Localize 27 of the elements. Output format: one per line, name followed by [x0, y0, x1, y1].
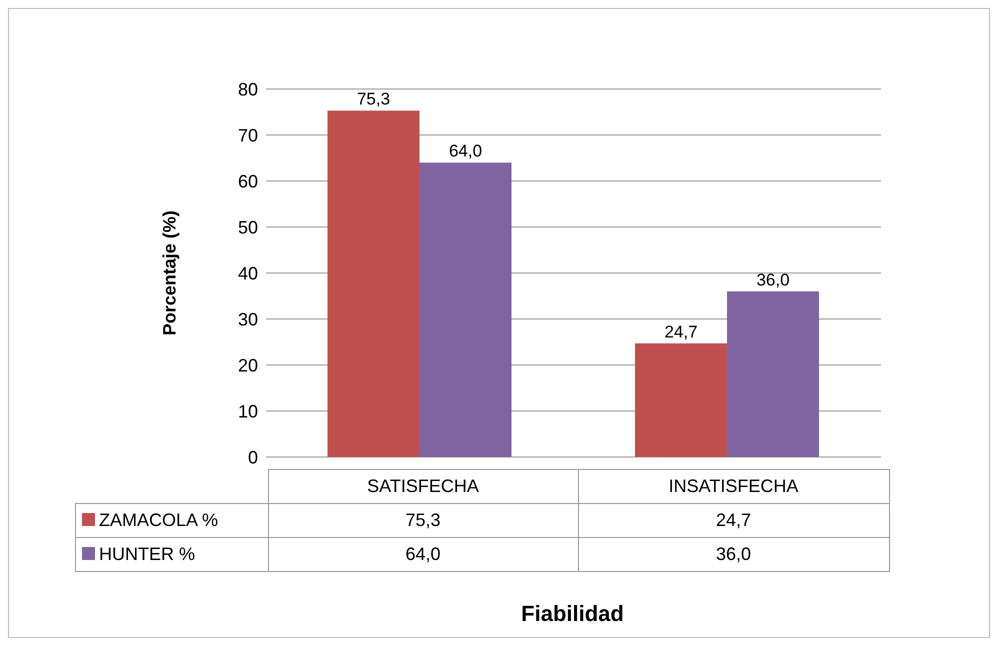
legend-label: ZAMACOLA % [76, 504, 268, 538]
text: 75,3 [356, 90, 390, 109]
y-tick-label: 60 [238, 171, 258, 192]
x-tick-label: INSATISFECHA [578, 470, 889, 504]
y-tick-label: 20 [238, 355, 258, 376]
data-label: 64,0 [268, 538, 578, 572]
x-tick-label: SATISFECHA [268, 470, 578, 504]
bar [328, 110, 420, 457]
y-tick-label: 10 [238, 401, 258, 422]
y-tick-label: 30 [238, 309, 258, 330]
y-tick-label: 0 [248, 447, 258, 468]
bar [420, 162, 512, 457]
y-tick-label: 50 [238, 217, 258, 238]
data-label: 75,3 [268, 504, 578, 538]
legend-label: HUNTER % [76, 538, 268, 572]
x-axis-title: Fiabilidad [520, 601, 625, 627]
bar [635, 343, 727, 457]
y-tick-label: 40 [238, 263, 258, 284]
y-tick-label: 80 [238, 79, 258, 100]
data-label: 24,7 [578, 504, 889, 538]
y-axis-title: Porcentaje (%) [159, 210, 180, 336]
bar [727, 291, 819, 457]
text: 36,0 [756, 270, 790, 290]
y-tick-label: 70 [238, 125, 258, 146]
data-label: 36,0 [578, 538, 889, 572]
text: 64,0 [448, 142, 482, 161]
text: 24,7 [664, 322, 698, 342]
